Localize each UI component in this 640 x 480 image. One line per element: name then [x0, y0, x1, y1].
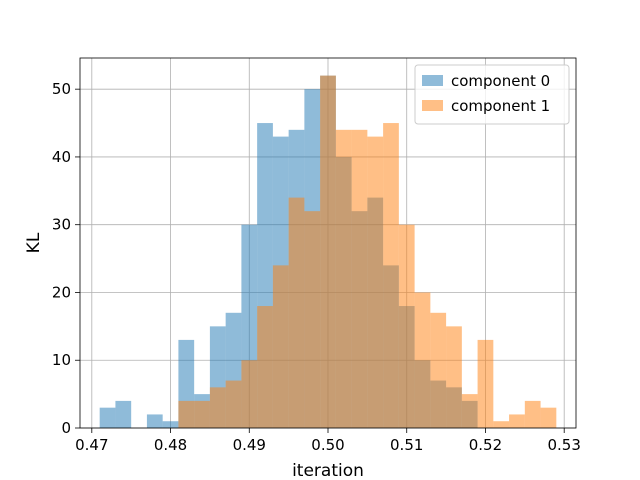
- bar-series-1-bin-1: [194, 400, 210, 428]
- y-tick-label: 10: [52, 351, 71, 369]
- y-axis-label: KL: [24, 232, 44, 253]
- x-tick-label: 0.51: [390, 436, 423, 454]
- bar-series-1-bin-0: [178, 400, 195, 428]
- bar-series-0-bin-4: [162, 421, 179, 428]
- bar-series-1-bin-4: [241, 360, 258, 428]
- x-tick-label: 0.49: [233, 436, 266, 454]
- bar-series-1-bin-8: [304, 211, 321, 428]
- bar-series-0-bin-0: [99, 407, 116, 428]
- bar-series-1-bin-9: [320, 75, 336, 428]
- bars: [99, 75, 557, 429]
- x-tick-label: 0.48: [154, 436, 187, 454]
- y-tick-label: 30: [52, 216, 71, 234]
- y-axis-ticks: 0 10 20 30 40 50: [52, 80, 80, 437]
- bar-series-1-bin-17: [446, 326, 462, 428]
- bar-series-1-bin-7: [288, 197, 305, 428]
- bar-series-1-bin-10: [335, 129, 352, 429]
- x-tick-label: 0.47: [75, 436, 108, 454]
- bar-series-1-bin-19: [477, 339, 494, 428]
- bar-series-1-bin-5: [257, 306, 273, 428]
- bar-series-1-bin-13: [383, 123, 399, 429]
- bar-series-1-bin-23: [540, 407, 557, 428]
- y-tick-label: 40: [52, 148, 71, 166]
- y-tick-label: 0: [61, 419, 71, 437]
- bar-series-1-bin-12: [367, 136, 384, 428]
- bar-series-1-bin-21: [509, 414, 525, 428]
- legend: component 0 component 1: [414, 64, 570, 125]
- x-tick-label: 0.52: [469, 436, 502, 454]
- bar-series-1-bin-18: [461, 394, 478, 428]
- bar-series-1-bin-2: [209, 387, 226, 428]
- bar-series-1-bin-11: [351, 129, 368, 429]
- bar-series-1-bin-16: [430, 312, 447, 428]
- bar-series-0-bin-3: [146, 414, 163, 428]
- legend-box: [414, 64, 570, 125]
- legend-swatch-1: [422, 100, 443, 111]
- legend-swatch-0: [422, 75, 443, 86]
- legend-label-0: component 0: [451, 72, 550, 90]
- bar-series-1-bin-3: [225, 380, 242, 428]
- x-axis-ticks: 0.47 0.48 0.49 0.50 0.51 0.52 0.53: [75, 428, 581, 454]
- bar-series-1-bin-15: [414, 292, 431, 428]
- bar-series-1-bin-20: [493, 421, 510, 428]
- x-tick-label: 0.53: [547, 436, 580, 454]
- bar-series-1-bin-22: [524, 400, 541, 428]
- y-tick-label: 50: [52, 80, 71, 98]
- y-tick-label: 20: [52, 283, 71, 301]
- bar-series-1-bin-14: [398, 224, 415, 428]
- series-1-bars: [178, 75, 557, 429]
- legend-label-1: component 1: [451, 97, 550, 115]
- bar-series-1-bin-6: [272, 265, 289, 428]
- x-tick-label: 0.50: [311, 436, 344, 454]
- x-axis-label: iteration: [292, 461, 364, 480]
- bar-series-0-bin-1: [115, 400, 132, 428]
